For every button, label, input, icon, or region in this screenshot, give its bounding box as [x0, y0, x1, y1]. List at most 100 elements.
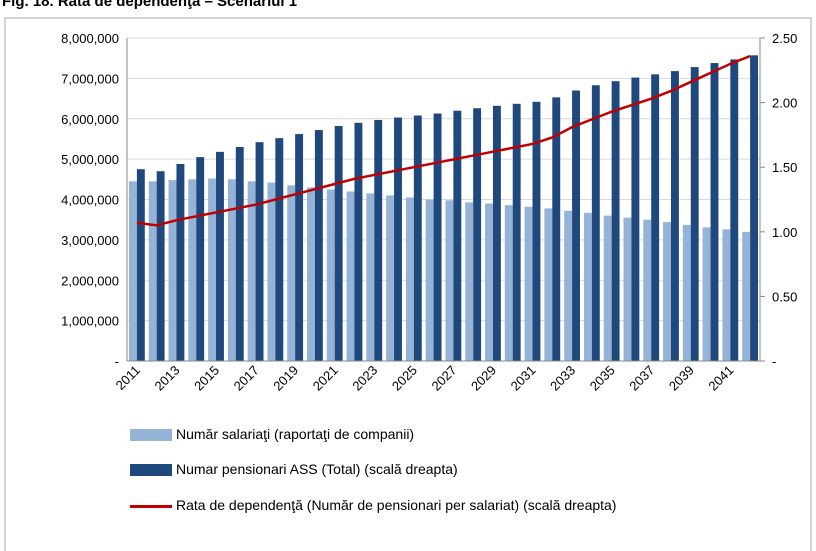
bar — [216, 151, 224, 361]
bar — [176, 163, 185, 361]
y2-tick-label: 1.50 — [772, 160, 797, 175]
legend-label: Numar pensionari ASS (Total) (scală drea… — [176, 461, 458, 477]
bar — [544, 208, 553, 361]
x-tick-label: 2015 — [191, 363, 222, 394]
y-tick-label: 5,000,000 — [61, 152, 119, 167]
y2-tick-label: 0.50 — [772, 289, 797, 304]
bar — [512, 103, 521, 361]
x-tick-label: 2033 — [547, 363, 578, 394]
bar — [208, 178, 217, 361]
bar — [386, 195, 395, 361]
bar — [136, 169, 145, 361]
legend-swatch — [130, 505, 172, 508]
bar — [405, 197, 414, 361]
bar — [572, 90, 580, 362]
bar — [722, 229, 731, 361]
bar — [690, 67, 699, 361]
bar — [631, 77, 640, 361]
y2-tick-label: - — [772, 354, 776, 369]
chart-frame — [4, 17, 812, 551]
bar — [623, 217, 632, 361]
y-tick-label: 6,000,000 — [61, 112, 119, 127]
bar — [611, 81, 620, 362]
bar — [255, 142, 264, 361]
legend-item: Rata de dependenţă (Număr de pensionari … — [130, 497, 630, 513]
bar — [267, 182, 276, 361]
x-tick-label: 2035 — [587, 363, 618, 394]
x-tick-label: 2013 — [152, 363, 183, 394]
x-tick-label: 2027 — [428, 363, 459, 394]
bar — [295, 134, 304, 361]
bar — [663, 222, 671, 361]
bar — [473, 108, 482, 361]
bar — [433, 113, 442, 361]
bar — [196, 157, 205, 361]
bar — [168, 180, 177, 361]
legend-label: Rata de dependenţă (Număr de pensionari … — [176, 497, 617, 513]
bar — [651, 74, 660, 362]
bar — [702, 227, 711, 361]
legend-item: Numar pensionari ASS (Total) (scală drea… — [130, 461, 630, 477]
bar — [583, 212, 592, 361]
bar — [354, 122, 363, 361]
bar — [485, 203, 493, 361]
bar — [504, 205, 513, 361]
x-tick-label: 2021 — [310, 363, 341, 394]
bar — [603, 215, 612, 361]
bar — [287, 185, 296, 361]
bar — [307, 187, 315, 361]
y2-tick-label: 1.00 — [772, 225, 797, 240]
bar — [366, 193, 375, 361]
bar — [524, 206, 533, 361]
y-tick-label: 3,000,000 — [61, 233, 119, 248]
y-tick-label: 8,000,000 — [61, 31, 119, 46]
bar — [188, 179, 197, 361]
x-tick-label: 2023 — [349, 363, 380, 394]
y-tick-label: 1,000,000 — [61, 314, 119, 329]
bar — [682, 224, 691, 361]
legend-swatch — [130, 429, 172, 441]
bar — [394, 117, 402, 361]
x-tick-label: 2017 — [231, 363, 262, 394]
x-tick-label: 2037 — [626, 363, 657, 394]
bar — [275, 138, 284, 361]
legend-item: Număr salariaţi (raportaţi de companii) — [130, 426, 630, 442]
bar — [552, 97, 561, 361]
x-tick-label: 2031 — [508, 363, 539, 394]
bar — [730, 59, 739, 362]
bar — [128, 181, 137, 361]
x-tick-label: 2041 — [705, 363, 736, 394]
bar — [148, 181, 157, 361]
bar — [465, 202, 474, 361]
bar — [670, 71, 679, 362]
bar — [425, 199, 434, 361]
legend-label: Număr salariaţi (raportaţi de companii) — [176, 426, 415, 442]
bar — [643, 219, 652, 361]
bar — [247, 181, 256, 361]
bar — [346, 191, 355, 361]
bar — [156, 171, 165, 361]
legend-swatch — [130, 464, 172, 476]
bar — [314, 130, 323, 361]
bar — [750, 55, 759, 362]
y2-tick-label: 2.00 — [772, 96, 797, 111]
x-tick-label: 2019 — [270, 363, 301, 394]
bar — [235, 147, 244, 361]
line — [136, 54, 751, 227]
bar — [532, 101, 541, 361]
y2-tick-label: 2.50 — [772, 31, 797, 46]
bar — [453, 110, 462, 361]
y-tick-label: 2,000,000 — [61, 273, 119, 288]
y-tick-label: 7,000,000 — [61, 71, 119, 86]
bar — [227, 179, 236, 361]
x-tick-label: 2029 — [468, 363, 499, 394]
bar — [492, 105, 501, 361]
bar — [591, 85, 600, 362]
bar — [374, 119, 383, 362]
chart-title: Fig. 18. Rata de dependenţa – Scenariul … — [2, 0, 297, 10]
bar — [326, 189, 335, 361]
bar — [564, 210, 573, 361]
y-tick-label: - — [115, 354, 119, 369]
